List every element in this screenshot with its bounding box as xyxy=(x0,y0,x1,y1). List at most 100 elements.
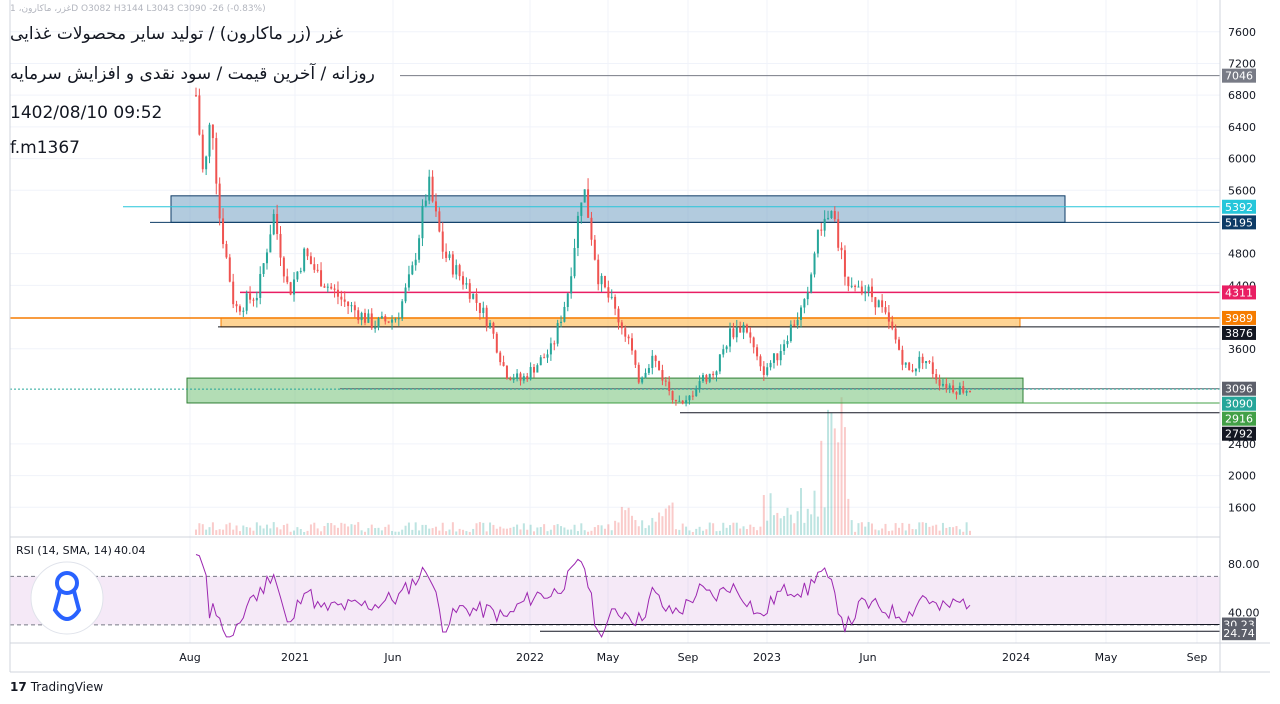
volume-bar xyxy=(208,527,211,535)
volume-bar xyxy=(931,525,934,535)
candle-body xyxy=(718,354,721,372)
volume-bar xyxy=(539,527,542,535)
candle-body xyxy=(505,365,508,379)
candle-body xyxy=(516,373,519,380)
volume-bar xyxy=(631,515,634,535)
candle-body xyxy=(370,313,373,329)
tradingview-branding[interactable]: 17 TradingView xyxy=(10,680,103,694)
volume-bar xyxy=(374,528,377,535)
candle-body xyxy=(265,252,268,264)
volume-bar xyxy=(431,528,434,535)
volume-bar xyxy=(789,514,792,535)
candle-body xyxy=(286,276,289,283)
candle-body xyxy=(911,370,914,372)
price-tag-label: 3090 xyxy=(1225,398,1253,411)
volume-bar xyxy=(641,520,644,535)
volume-bar xyxy=(218,529,221,535)
x-tick-label: May xyxy=(597,651,620,664)
volume-bar xyxy=(813,490,816,535)
candle-body xyxy=(347,301,350,307)
volume-bar xyxy=(448,529,451,535)
candle-body xyxy=(854,285,857,287)
volume-bar xyxy=(935,524,938,535)
volume-bar xyxy=(941,522,944,535)
volume-bar xyxy=(225,524,228,535)
price-tag xyxy=(1222,215,1256,230)
candle-body xyxy=(543,357,546,359)
volume-bar xyxy=(519,529,522,535)
candle-body xyxy=(827,217,830,219)
x-tick-label: Jun xyxy=(858,651,876,664)
candle-body xyxy=(238,306,241,312)
volume-bar xyxy=(286,523,289,535)
volume-bar xyxy=(475,523,478,535)
candle-body xyxy=(810,274,813,293)
volume-bar xyxy=(776,512,779,535)
volume-bar xyxy=(766,520,769,535)
candle-body xyxy=(729,328,732,347)
volume-bar xyxy=(522,523,525,535)
tradingview-label: TradingView xyxy=(30,680,104,694)
candle-body xyxy=(816,229,819,254)
volume-bar xyxy=(526,529,529,535)
candle-body xyxy=(870,286,873,298)
candle-body xyxy=(620,322,623,329)
candle-body xyxy=(573,247,576,277)
volume-bar xyxy=(854,531,857,535)
volume-bar xyxy=(664,508,667,535)
candle-body xyxy=(931,362,934,375)
volume-bar xyxy=(668,505,671,535)
volume-bar xyxy=(255,522,258,535)
volume-bar xyxy=(357,522,360,535)
candle-body xyxy=(867,286,870,292)
middle-zone xyxy=(220,317,1021,328)
candle-body xyxy=(887,312,890,322)
volume-bar xyxy=(833,428,836,535)
y-tick-label: 6000 xyxy=(1228,153,1256,166)
candle-body xyxy=(262,263,265,275)
rsi-y-tick-label: 40.00 xyxy=(1228,607,1260,620)
candle-body xyxy=(235,304,238,307)
volume-bar xyxy=(532,531,535,535)
volume-bar xyxy=(370,524,373,535)
candle-body xyxy=(874,297,877,308)
volume-bar xyxy=(252,530,255,535)
candle-body xyxy=(492,322,495,334)
volume-bar xyxy=(894,523,897,535)
volume-bar xyxy=(347,526,350,535)
candle-body xyxy=(708,373,711,382)
candle-body xyxy=(634,350,637,365)
candle-body xyxy=(664,380,667,382)
candle-body xyxy=(617,308,620,323)
candle-body xyxy=(857,286,860,288)
volume-bar xyxy=(904,530,907,535)
horizontal-levels xyxy=(10,75,1220,414)
volume-bar xyxy=(911,529,914,535)
candle-body xyxy=(965,390,968,393)
rsi-pane: RSI (14, SMA, 14) 40.04 xyxy=(10,544,1220,639)
volume-bar xyxy=(952,527,955,535)
candle-body xyxy=(722,349,725,355)
candle-body xyxy=(522,376,525,381)
candle-body xyxy=(894,328,897,340)
volume-bar xyxy=(793,523,796,535)
x-tick-label: 2023 xyxy=(753,651,781,664)
candle-body xyxy=(860,286,863,294)
candle-body xyxy=(789,324,792,341)
candle-body xyxy=(725,346,728,350)
volume-bar xyxy=(303,531,306,535)
candle-body xyxy=(357,310,360,321)
volume-bar xyxy=(647,525,650,535)
candle-body xyxy=(326,286,329,288)
price-tag-label: 4311 xyxy=(1225,286,1253,299)
candle-body xyxy=(695,389,698,397)
candle-body xyxy=(252,299,255,301)
candle-body xyxy=(701,375,704,382)
logo-icon-loop xyxy=(52,589,82,621)
volume-bar xyxy=(827,409,830,535)
volume-bar xyxy=(708,522,711,535)
volume-bar xyxy=(509,527,512,535)
candle-body xyxy=(637,364,640,383)
candle-body xyxy=(282,257,285,277)
